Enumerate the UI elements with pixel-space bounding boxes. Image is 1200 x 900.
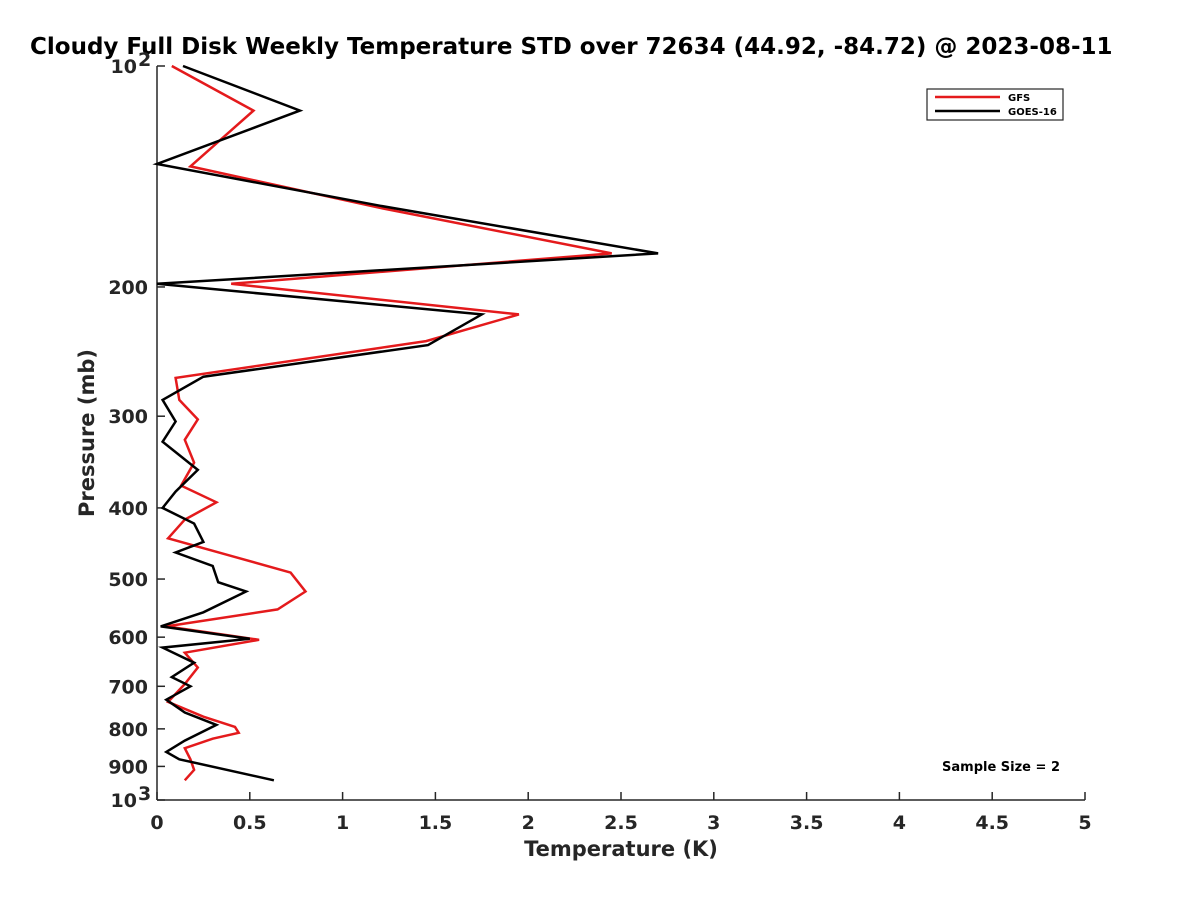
- y-axis-label: Pressure (mb): [75, 349, 99, 517]
- sample-size-annotation: Sample Size = 2: [942, 760, 1060, 775]
- y-tick-label: 10: [111, 56, 137, 78]
- series-layer: [152, 64, 659, 782]
- y-tick-label: 10: [111, 790, 137, 812]
- x-tick-label: 0: [150, 812, 163, 834]
- chart-title: Cloudy Full Disk Weekly Temperature STD …: [30, 34, 1113, 60]
- legend-entry: GOES-16: [1008, 107, 1057, 118]
- y-tick-label: 600: [108, 627, 148, 649]
- legend-entry: GFS: [1008, 93, 1030, 104]
- y-tick-label: 900: [108, 756, 148, 778]
- x-tick-label: 3: [707, 812, 720, 834]
- y-tick-exponent: 2: [138, 49, 151, 71]
- x-axis-label: Temperature (K): [524, 837, 718, 861]
- series-line-gfs: [165, 64, 612, 782]
- y-tick-label: 400: [108, 498, 148, 520]
- y-tick-label: 800: [108, 719, 148, 741]
- y-tick-label: 700: [108, 676, 148, 698]
- legend: GFS GOES-16: [926, 88, 1064, 121]
- x-tick-label: 2.5: [604, 812, 638, 834]
- y-tick-label: 300: [108, 406, 148, 428]
- axes: 0 0.5 1 1.5 2 2.5 3 3.5 4 4.5 510 22003004005006007…: [108, 49, 1091, 834]
- x-tick-label: 4.5: [975, 812, 1009, 834]
- y-tick-label: 200: [108, 277, 148, 299]
- x-tick-label: 1.5: [419, 812, 453, 834]
- x-tick-label: 2: [522, 812, 535, 834]
- x-tick-label: 0.5: [233, 812, 267, 834]
- series-line-goes-16: [152, 64, 659, 782]
- y-tick-label: 500: [108, 569, 148, 591]
- x-tick-label: 4: [893, 812, 906, 834]
- x-tick-label: 3.5: [790, 812, 824, 834]
- x-tick-label: 1: [336, 812, 349, 834]
- legend-box: [926, 88, 1064, 121]
- y-tick-exponent: 3: [138, 783, 151, 805]
- x-tick-label: 5: [1078, 812, 1091, 834]
